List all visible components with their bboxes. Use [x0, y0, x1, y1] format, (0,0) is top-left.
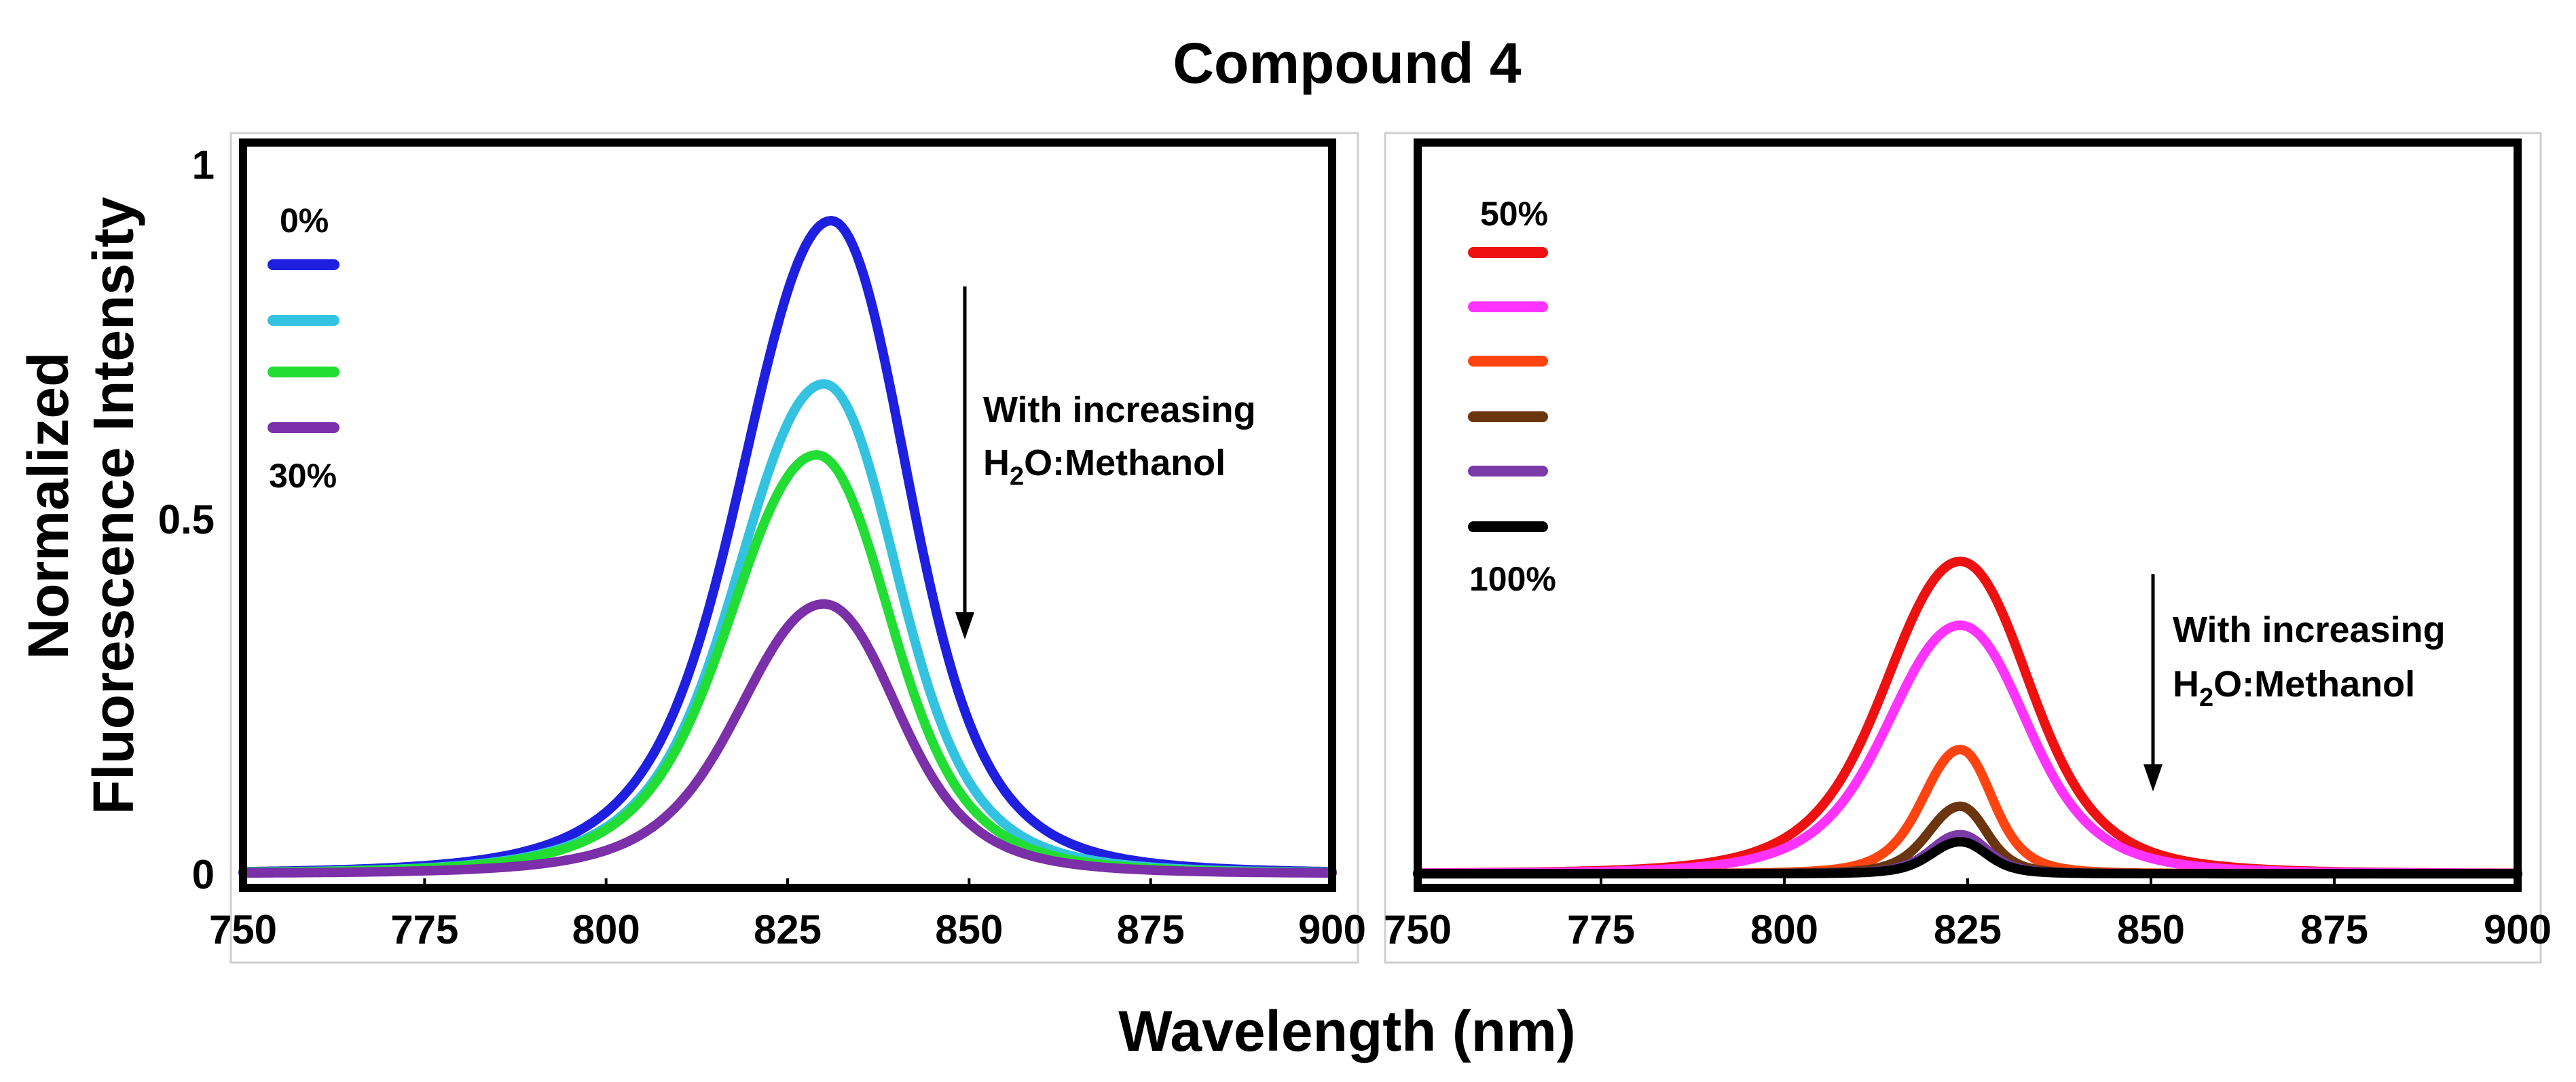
- left-series-0pct: [238, 216, 1337, 877]
- right-annotation-h: H: [2173, 664, 2199, 705]
- left-series-30pct: [238, 599, 1337, 878]
- left-annotation-rest: O:Methanol: [1024, 443, 1226, 483]
- right-annotation-rest: O:Methanol: [2213, 664, 2415, 705]
- right-annotation: With increasing H2O:Methanol: [2143, 574, 2446, 791]
- right-x-tick-label: 900: [2484, 907, 2552, 952]
- right-legend: 50% 100%: [1468, 195, 1556, 598]
- left-y-tick-label: 0.5: [158, 497, 215, 542]
- left-x-tick-label: 800: [572, 907, 640, 952]
- left-legend-label-top: 0%: [280, 202, 329, 240]
- left-series-20pct: [238, 450, 1337, 878]
- right-x-tick-label: 775: [1567, 907, 1635, 952]
- left-panel-border: [229, 132, 1359, 964]
- y-axis-title-line2: Fluorescence Intensity: [81, 197, 145, 815]
- right-series-group: [1413, 557, 2522, 879]
- right-ticks: 750 775 800 825 850 875 900: [1384, 878, 2552, 952]
- right-x-tick-label: 750: [1384, 907, 1452, 952]
- left-x-tick-label: 750: [209, 907, 277, 952]
- left-annotation-sub: 2: [1010, 462, 1024, 491]
- right-arrow-head: [2143, 764, 2163, 791]
- right-panel: 750 775 800 825 850 875 900 50% 100% With incr…: [1384, 132, 2552, 964]
- left-panel: 750 775 800 825 850 875 900 0 0.5 1 0% 30% With i…: [158, 132, 1366, 964]
- left-y-tick-label: 1: [192, 142, 215, 187]
- left-annotation: With increasing H2O:Methanol: [955, 286, 1256, 639]
- left-x-tick-label: 850: [935, 907, 1003, 952]
- left-annotation-line2: H2O:Methanol: [983, 443, 1226, 491]
- right-legend-label-bottom: 100%: [1469, 560, 1556, 598]
- left-legend-label-bottom: 30%: [269, 457, 337, 495]
- left-x-tick-label: 825: [754, 907, 822, 952]
- right-x-tick-label: 875: [2300, 907, 2368, 952]
- left-arrow-head: [955, 612, 974, 639]
- right-series-50pct: [1413, 557, 2522, 878]
- left-series-group: [238, 216, 1337, 878]
- left-x-tick-label: 900: [1298, 907, 1366, 952]
- right-x-tick-label: 825: [1934, 907, 2002, 952]
- x-axis-title: Wavelength (nm): [1118, 999, 1576, 1063]
- left-y-tick-label: 0: [192, 852, 215, 897]
- right-plot-frame: [1414, 138, 2522, 892]
- left-plot-frame: [239, 138, 1336, 892]
- right-x-tick-label: 800: [1750, 907, 1818, 952]
- left-x-tick-label: 775: [390, 907, 458, 952]
- right-series-100pct: [1413, 837, 2522, 879]
- right-annotation-line2: H2O:Methanol: [2173, 664, 2415, 712]
- right-annotation-sub: 2: [2199, 684, 2213, 712]
- y-axis-title-line1: Normalized: [16, 352, 80, 660]
- left-x-tick-label: 875: [1117, 907, 1185, 952]
- left-ticks: 750 775 800 825 850 875 900 0 0.5 1: [158, 142, 1366, 952]
- right-legend-label-top: 50%: [1480, 195, 1548, 233]
- right-annotation-line1: With increasing: [2173, 610, 2446, 650]
- left-annotation-h: H: [983, 443, 1010, 483]
- left-annotation-line1: With increasing: [983, 390, 1256, 430]
- right-panel-border: [1384, 132, 2542, 964]
- right-x-tick-label: 850: [2117, 907, 2185, 952]
- chart-title: Compound 4: [1173, 31, 1522, 95]
- left-legend: 0% 30%: [268, 202, 339, 495]
